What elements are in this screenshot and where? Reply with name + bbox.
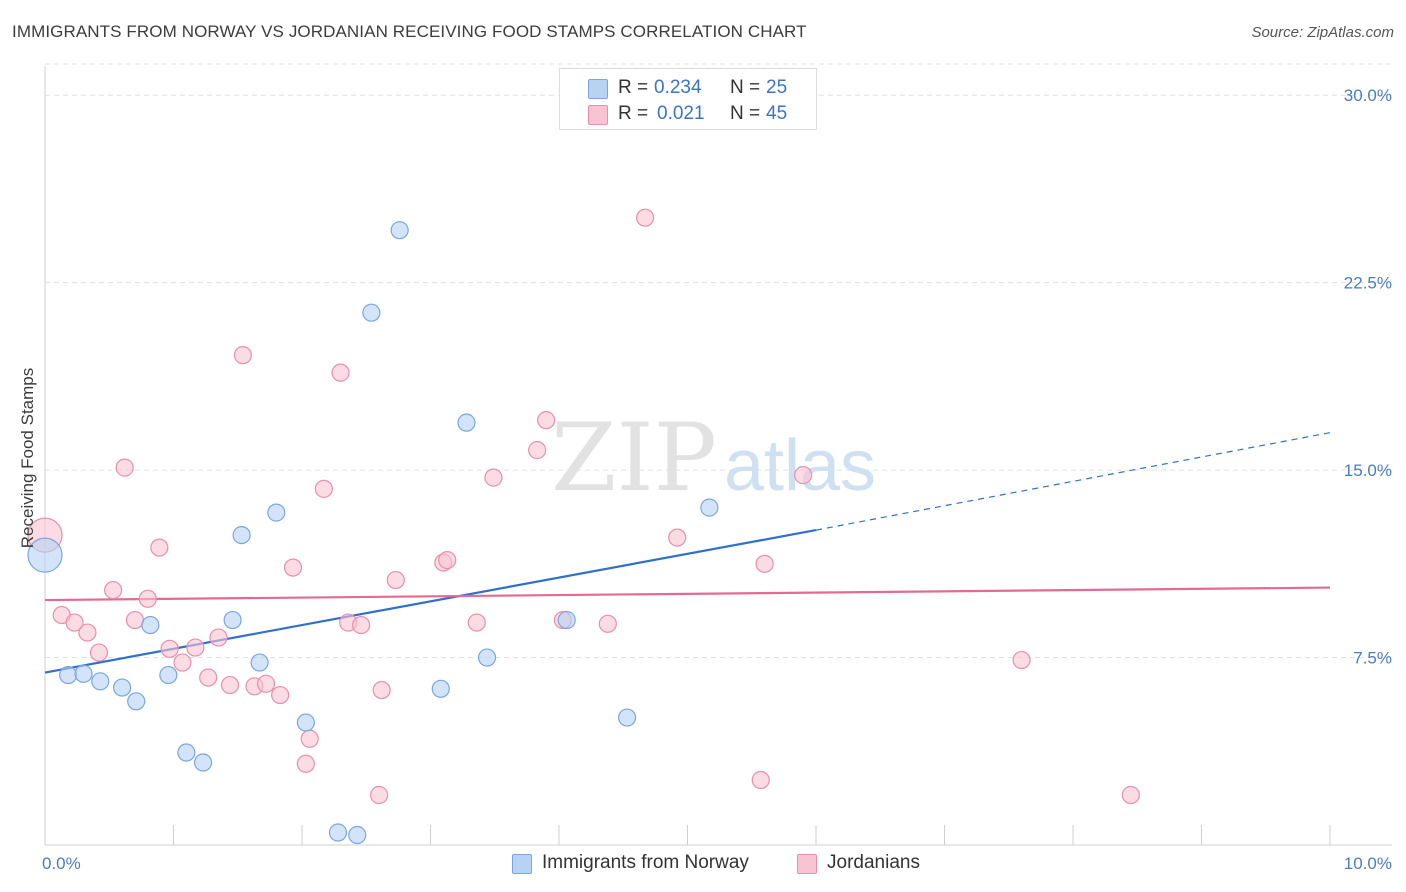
data-point-norway xyxy=(159,665,178,685)
data-point-jordanians xyxy=(300,729,319,748)
data-point-norway xyxy=(390,221,409,240)
data-point-jordanians xyxy=(484,468,503,487)
data-point-norway xyxy=(700,498,719,517)
data-point-jordanians xyxy=(220,675,240,695)
stats-legend: R = 0.234 N = 25 R = 0.021 N = 45 xyxy=(559,68,817,130)
data-point-jordanians xyxy=(186,638,205,657)
data-point-norway xyxy=(177,743,196,762)
data-point-jordanians xyxy=(104,580,123,600)
data-points xyxy=(27,208,1140,845)
y-tick-label: 30.0% xyxy=(1344,86,1392,105)
data-point-jordanians xyxy=(296,754,315,773)
data-point-jordanians xyxy=(537,411,556,430)
data-point-norway xyxy=(74,664,93,683)
data-point-jordanians xyxy=(438,550,457,570)
data-point-norway xyxy=(91,672,110,691)
data-point-norway xyxy=(296,713,315,732)
source-label: Source: ZipAtlas.com xyxy=(1251,24,1394,41)
data-point-jordanians xyxy=(150,538,169,557)
data-point-jordanians xyxy=(209,628,228,647)
r-label: R = xyxy=(618,77,649,98)
watermark-atlas: atlas xyxy=(724,426,876,506)
data-point-jordanians xyxy=(160,639,179,658)
jordanians-swatch xyxy=(588,105,608,125)
trend-line-jordanians xyxy=(44,586,1331,602)
data-point-jordanians xyxy=(370,785,389,805)
data-point-jordanians xyxy=(528,441,547,460)
data-point-jordanians xyxy=(668,528,687,547)
data-point-norway xyxy=(431,679,450,698)
r-label: R = xyxy=(618,103,649,124)
data-point-norway xyxy=(557,610,576,630)
data-point-jordanians xyxy=(138,589,157,608)
data-point-norway xyxy=(232,525,251,545)
data-point-norway xyxy=(348,825,367,845)
data-point-norway xyxy=(267,503,286,522)
n-value: 45 xyxy=(766,103,788,124)
watermark-zip: ZIP xyxy=(551,404,717,513)
data-point-jordanians xyxy=(467,613,486,632)
data-point-jordanians xyxy=(635,208,655,227)
data-point-jordanians xyxy=(331,363,350,382)
legend-label: Jordanians xyxy=(827,852,920,873)
jordanians-swatch xyxy=(797,854,817,874)
data-point-jordanians xyxy=(386,570,405,590)
series-legend: Immigrants from Norway Jordanians xyxy=(0,851,1406,877)
trend-line-norway-extension xyxy=(815,432,1331,531)
norway-swatch xyxy=(512,854,532,874)
data-point-norway xyxy=(223,610,242,630)
data-point-norway xyxy=(477,648,497,667)
norway-swatch xyxy=(588,79,608,99)
data-point-jordanians xyxy=(352,615,371,635)
r-value: 0.021 xyxy=(657,103,705,124)
axes xyxy=(44,66,1392,846)
data-point-norway xyxy=(112,678,132,697)
data-point-jordanians xyxy=(78,623,97,642)
x-tick-label: 10.0% xyxy=(1344,854,1392,873)
data-point-jordanians xyxy=(173,653,192,672)
data-point-jordanians xyxy=(751,770,770,790)
y-axis-label: Receiving Food Stamps xyxy=(18,368,37,548)
chart-title: IMMIGRANTS FROM NORWAY VS JORDANIAN RECE… xyxy=(12,22,807,41)
y-tick-label: 7.5% xyxy=(1353,649,1392,668)
r-value: 0.234 xyxy=(654,77,702,98)
data-point-jordanians xyxy=(65,613,84,632)
y-tick-label: 22.5% xyxy=(1344,274,1392,293)
tick-labels: 7.5% 15.0% 22.5% 30.0% 0.0% 10.0% xyxy=(42,86,1392,873)
data-point-norway xyxy=(59,665,78,685)
data-point-jordanians xyxy=(256,674,276,693)
data-point-jordanians xyxy=(271,685,290,705)
data-point-norway xyxy=(127,692,146,711)
n-label: N = xyxy=(730,103,761,124)
legend-label: Immigrants from Norway xyxy=(542,852,749,873)
data-point-norway xyxy=(618,708,637,727)
data-point-norway xyxy=(362,303,381,322)
data-point-jordanians xyxy=(794,466,813,485)
data-point-jordanians xyxy=(1012,650,1031,670)
data-point-jordanians xyxy=(89,643,109,662)
x-tick-label: 0.0% xyxy=(42,854,81,873)
data-point-jordanians xyxy=(283,558,303,577)
watermark: ZIP atlas xyxy=(551,404,876,513)
data-point-jordanians xyxy=(125,610,145,630)
data-point-jordanians xyxy=(115,458,134,477)
y-tick-label: 15.0% xyxy=(1344,461,1392,480)
data-point-norway xyxy=(457,413,476,432)
data-point-jordanians xyxy=(314,479,333,498)
n-value: 25 xyxy=(766,77,788,98)
n-label: N = xyxy=(730,77,761,98)
data-point-jordanians xyxy=(372,680,391,700)
data-point-jordanians xyxy=(598,614,617,633)
data-point-jordanians xyxy=(1121,785,1140,805)
data-point-norway xyxy=(193,753,213,772)
data-point-norway xyxy=(328,823,348,842)
data-point-norway xyxy=(141,615,160,635)
data-point-norway xyxy=(250,653,269,672)
data-point-norway xyxy=(27,537,63,573)
data-point-jordanians xyxy=(199,668,218,687)
data-point-jordanians xyxy=(233,346,252,365)
data-point-jordanians xyxy=(755,554,774,573)
